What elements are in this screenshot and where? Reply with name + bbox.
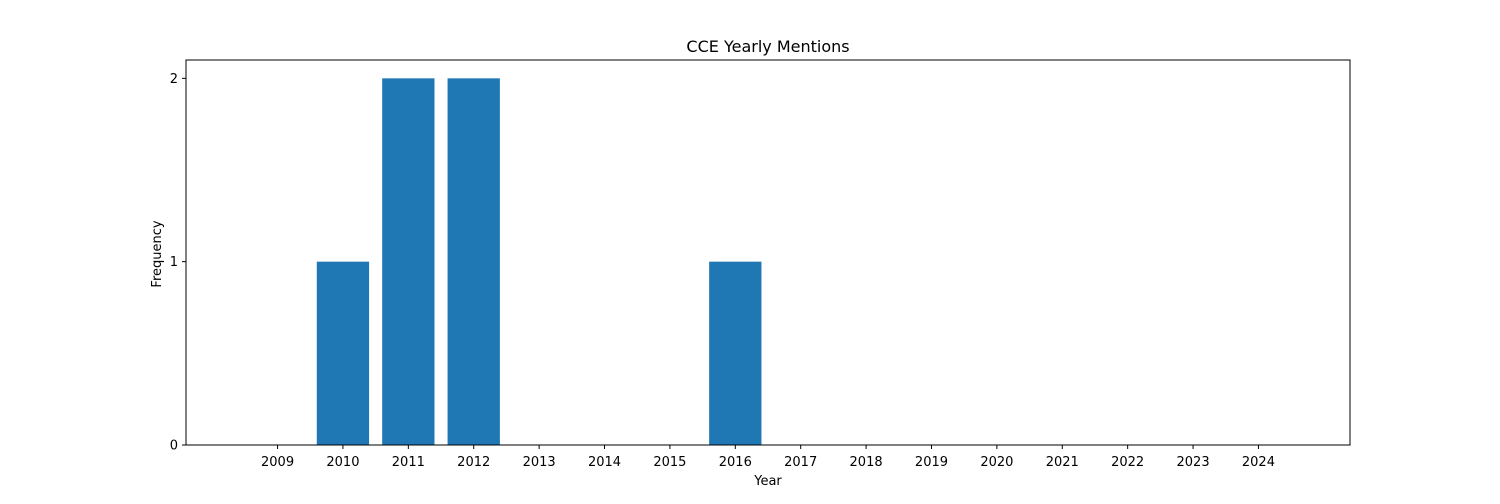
bar-2012 xyxy=(447,78,500,445)
bars-group xyxy=(316,78,762,445)
x-tick-label-2011: 2011 xyxy=(392,455,425,470)
x-tick-label-2009: 2009 xyxy=(261,455,294,470)
x-tick-label-2024: 2024 xyxy=(1242,455,1275,470)
x-tick-label-2020: 2020 xyxy=(980,455,1013,470)
x-axis-ticks: 2009 2010 2011 2012 2013 2014 2015 2016 2017 2018… xyxy=(261,445,1275,470)
x-tick-label-2017: 2017 xyxy=(784,455,817,470)
x-tick-label-2019: 2019 xyxy=(915,455,948,470)
x-tick-label-2014: 2014 xyxy=(588,455,621,470)
x-tick-label-2012: 2012 xyxy=(457,455,490,470)
x-tick-label-2018: 2018 xyxy=(850,455,883,470)
plot-area-frame xyxy=(185,59,1351,446)
bar-2011 xyxy=(382,78,435,445)
x-tick-label-2016: 2016 xyxy=(719,455,752,470)
y-tick-label-2: 2 xyxy=(170,72,178,87)
x-tick-label-2023: 2023 xyxy=(1177,455,1210,470)
x-tick-label-2015: 2015 xyxy=(653,455,686,470)
x-axis-label: Year xyxy=(753,474,782,489)
y-tick-label-1: 1 xyxy=(170,255,178,270)
y-axis-label: Frequency xyxy=(150,220,165,287)
bar-2016 xyxy=(709,261,762,445)
y-tick-label-0: 0 xyxy=(170,439,178,454)
chart-title: CCE Yearly Mentions xyxy=(686,37,849,56)
x-tick-label-2013: 2013 xyxy=(523,455,556,470)
x-tick-label-2022: 2022 xyxy=(1111,455,1144,470)
x-tick-label-2010: 2010 xyxy=(326,455,359,470)
y-axis-ticks: 0 1 2 xyxy=(170,72,186,454)
bar-2010 xyxy=(316,261,370,445)
x-tick-label-2021: 2021 xyxy=(1046,455,1079,470)
